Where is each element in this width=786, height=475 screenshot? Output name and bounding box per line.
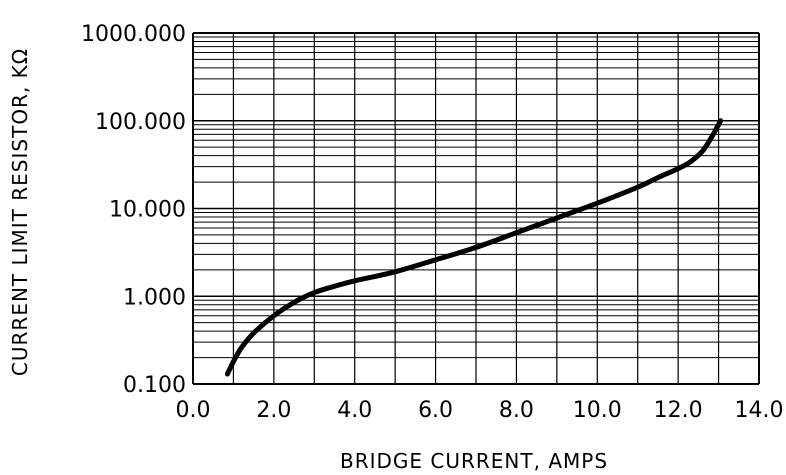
y-axis-title: CURRENT LIMIT RESISTOR, KΩ (8, 48, 32, 376)
x-tick-label: 2.0 (256, 398, 291, 423)
grid (192, 32, 760, 385)
x-tick-label: 8.0 (499, 398, 534, 423)
y-tick-label: 0.100 (123, 373, 186, 398)
y-tick-label: 10.000 (109, 198, 186, 223)
series-line (224, 118, 724, 377)
x-tick-label: 14.0 (735, 398, 784, 423)
x-tick-label: 4.0 (337, 398, 372, 423)
y-tick-label: 1.000 (123, 285, 186, 310)
y-tick-labels: 0.100 1.000 10.000 100.000 1000.000 (81, 22, 186, 398)
y-tick-label: 1000.000 (81, 22, 186, 47)
y-tick-label: 100.000 (95, 110, 186, 135)
x-tick-labels: 0.0 2.0 4.0 6.0 8.0 10.0 12.0 14.0 (176, 398, 784, 423)
x-tick-label: 6.0 (418, 398, 453, 423)
x-axis-title: BRIDGE CURRENT, AMPS (340, 449, 608, 473)
x-tick-label: 10.0 (573, 398, 622, 423)
x-tick-label: 0.0 (176, 398, 211, 423)
x-tick-label: 12.0 (654, 398, 703, 423)
